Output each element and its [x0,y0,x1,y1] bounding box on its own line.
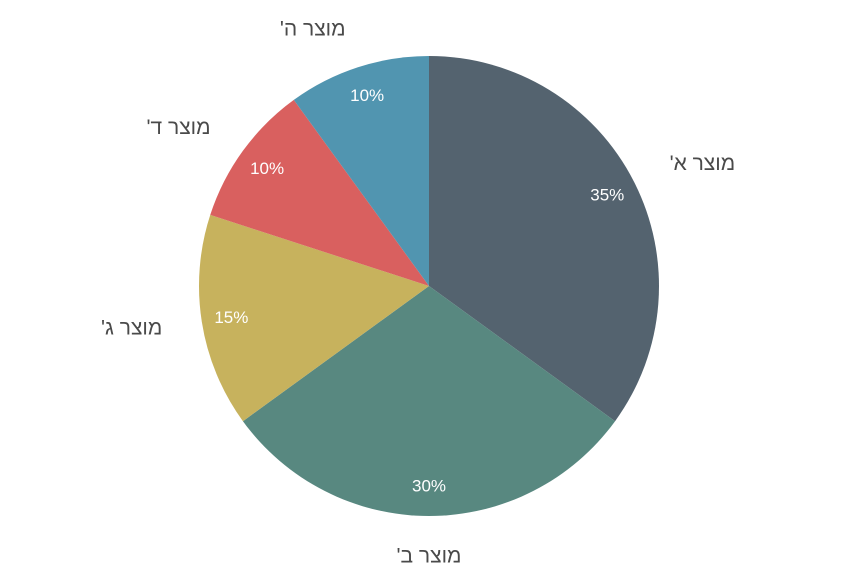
slice-category-label: מוצר ד' [147,116,211,139]
slice-category-label: מוצר ב' [397,545,462,567]
slice-category-label: מוצר ה' [280,18,346,41]
pie-slice-1 [429,56,659,422]
pie-slices [199,56,659,516]
pie-slice-2 [242,286,616,516]
slice-category-label: מוצר א' [670,152,736,175]
slice-value-label: 30% [412,477,446,496]
pie-slice-5 [293,56,429,286]
slice-value-label: 10% [350,86,384,105]
pie-slice-4 [210,99,429,287]
pie-slice-3 [199,214,429,422]
slice-category-labels: מוצר א' מוצר ב' מוצר ג' מוצר ד' מוצר ה' [101,18,735,567]
slice-value-labels: 35% 30% 15% 10% 10% [214,86,624,495]
slice-category-label: מוצר ג' [101,317,162,340]
slice-value-label: 35% [590,186,624,205]
slice-value-label: 15% [214,308,248,327]
slice-value-label: 10% [250,159,284,178]
